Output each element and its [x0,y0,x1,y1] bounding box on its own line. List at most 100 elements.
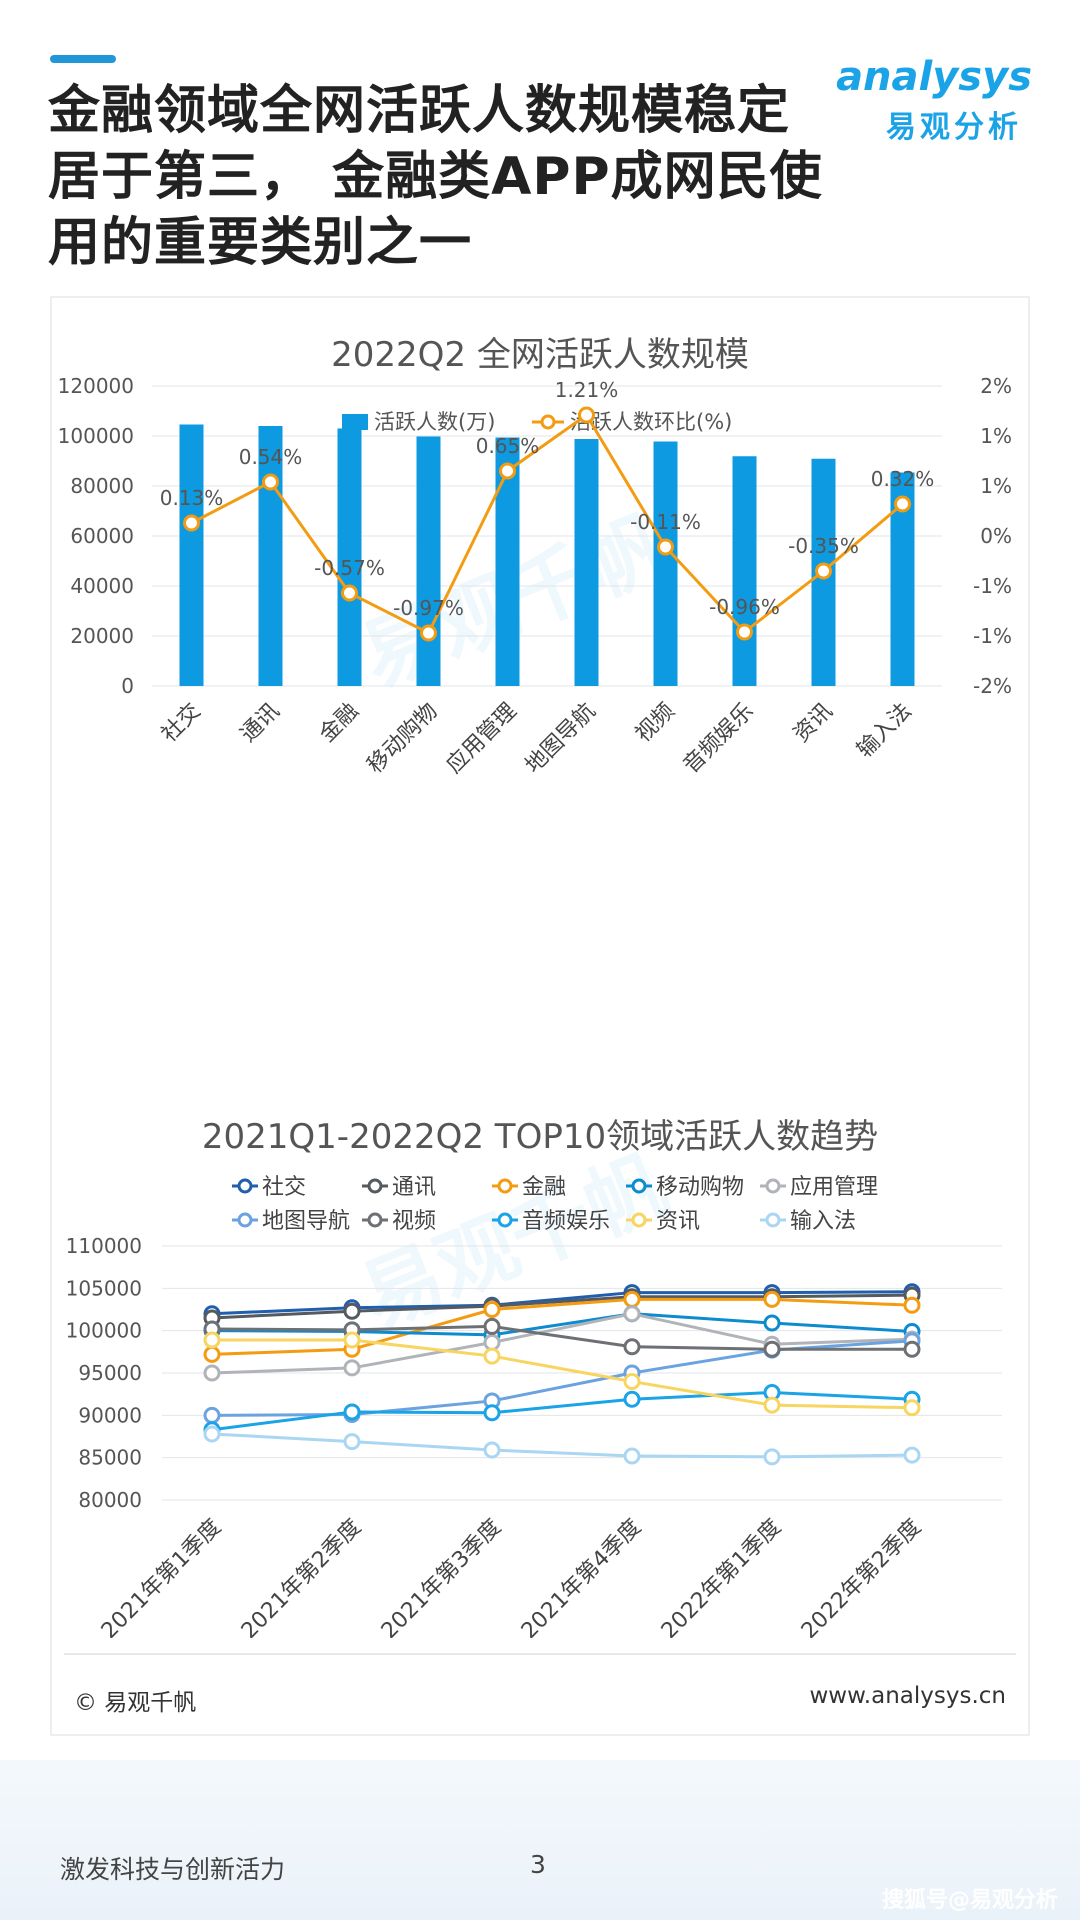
category-label: 音频娱乐 [679,699,759,779]
series-point-输入法 [763,1448,781,1466]
qoq-data-label: -0.97% [393,596,464,620]
right-tick-label: 2% [980,374,1012,398]
legend-marker-金融 [497,1178,513,1194]
left-tick-label: 0 [121,674,134,698]
series-line-视频 [211,1324,912,1351]
y-tick-label: 90000 [78,1403,142,1427]
left-tick-label: 20000 [70,624,134,648]
slogan: 激发科技与创新活力 [60,1855,286,1884]
legend-line-marker [540,414,556,430]
y-tick-label: 85000 [78,1446,142,1470]
title-line-2: 居于第三， 金融类APP成网民使 [48,147,823,207]
series-point-视频 [623,1338,641,1356]
qoq-point [894,495,911,513]
left-tick-label: 120000 [58,374,134,398]
legend-label-地图导航: 地图导航 [262,1209,350,1234]
series-point-输入法 [623,1447,641,1465]
bottom-band [0,1760,1080,1920]
right-tick-label: -1% [973,624,1012,648]
bar-视频 [653,441,678,686]
right-tick-label: 0% [980,524,1012,548]
x-tick-label: 2021年第2季度 [237,1515,366,1638]
series-line-通讯 [211,1293,913,1320]
series-point-资讯 [203,1331,221,1349]
chart2-title: 2021Q1-2022Q2 TOP10领域活跃人数趋势 [202,1117,878,1157]
series-point-金融 [763,1290,781,1308]
qoq-point [657,538,674,556]
qoq-line [190,412,904,636]
series-point-资讯 [483,1347,501,1365]
y-tick-label: 95000 [78,1361,142,1385]
x-tick-label: 2021年第1季度 [97,1515,226,1638]
legend-bar-swatch [342,414,368,430]
legend-marker-通讯 [367,1178,383,1194]
bar-金融 [337,428,362,686]
series-point-应用管理 [343,1359,361,1377]
legend-label-移动购物: 移动购物 [656,1175,744,1200]
legend-marker-移动购物 [631,1178,647,1194]
series-line-输入法 [211,1432,913,1459]
qoq-point [578,406,595,424]
series-line-社交 [211,1290,913,1316]
qoq-point [183,514,200,532]
right-tick-label: -2% [973,674,1012,698]
left-tick-label: 40000 [70,574,134,598]
series-point-音频娱乐 [483,1404,501,1422]
legend-label-视频: 视频 [392,1209,436,1234]
series-point-资讯 [903,1399,921,1417]
series-point-移动购物 [763,1314,781,1332]
x-tick-label: 2021年第4季度 [517,1515,646,1638]
title-accent-bar [50,55,116,63]
page-number: 3 [530,1850,546,1879]
y-tick-label: 100000 [66,1319,142,1343]
series-line-金融 [211,1297,913,1356]
bar-移动购物 [416,436,441,686]
qoq-data-label: 0.54% [239,445,303,469]
category-label: 输入法 [852,699,916,763]
legend-label-通讯: 通讯 [392,1175,436,1200]
chart1-title: 2022Q2 全网活跃人数规模 [331,335,749,375]
series-point-输入法 [903,1446,921,1464]
legend-label-资讯: 资讯 [656,1209,700,1234]
series-point-输入法 [483,1441,501,1459]
legend-label-输入法: 输入法 [790,1209,856,1234]
category-label: 通讯 [236,699,285,748]
series-point-资讯 [763,1396,781,1414]
qoq-point [341,584,358,602]
left-tick-label: 60000 [70,524,134,548]
series-line-音频娱乐 [211,1390,913,1432]
legend-marker-应用管理 [765,1178,781,1194]
chart-card: 易观千帆 易观千帆 2022Q2 全网活跃人数规模活跃人数(万)活跃人数环比(%… [50,296,1030,1736]
legend-marker-音频娱乐 [497,1212,513,1228]
y-tick-label: 105000 [66,1276,142,1300]
category-label: 社交 [157,699,206,748]
series-point-应用管理 [483,1334,501,1352]
bar-地图导航 [574,439,599,686]
x-tick-label: 2022年第1季度 [657,1515,786,1638]
qoq-data-label: -0.57% [314,556,385,580]
website-link[interactable]: www.analysys.cn [809,1683,1006,1709]
title-line-3: 用的重要类别之一 [48,213,473,273]
legend-label-金融: 金融 [522,1175,566,1200]
x-tick-label: 2021年第3季度 [377,1515,506,1638]
category-label: 金融 [315,699,364,748]
series-point-通讯 [343,1302,361,1320]
qoq-point [420,624,437,642]
category-label: 应用管理 [442,699,522,779]
series-point-应用管理 [203,1364,221,1382]
category-label: 地图导航 [521,699,601,779]
logo-wordmark: analysys [836,54,1032,100]
qoq-point [499,462,516,480]
qoq-data-label: 0.13% [160,486,224,510]
series-point-音频娱乐 [623,1390,641,1408]
series-point-应用管理 [623,1305,641,1323]
series-point-金融 [203,1345,221,1363]
qoq-point [262,473,279,491]
source-tag: 搜狐号@易观分析 [881,1888,1058,1913]
series-line-应用管理 [211,1312,913,1375]
series-point-金融 [903,1296,921,1314]
series-point-视频 [483,1317,501,1335]
card-divider [64,1653,1016,1655]
legend-label-应用管理: 应用管理 [790,1175,878,1200]
copyright-text: © 易观千帆 [74,1690,197,1716]
